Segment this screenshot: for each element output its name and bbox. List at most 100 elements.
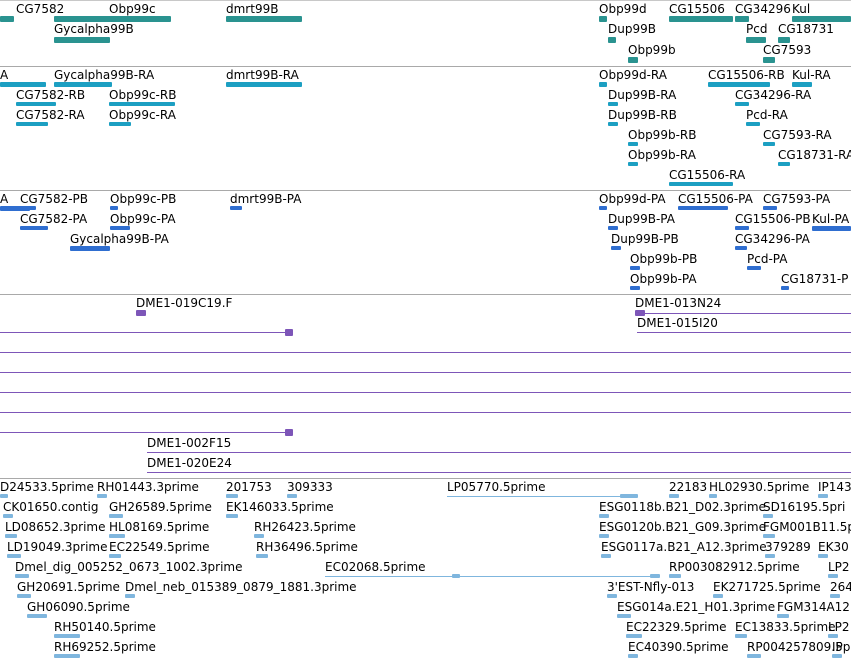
est-feature[interactable] [818, 494, 828, 498]
protein-feature[interactable] [747, 266, 761, 270]
est-label[interactable]: FGM001B11.5p [763, 520, 851, 534]
transcript-label[interactable]: CG15506-RB [708, 68, 785, 82]
est-feature[interactable] [125, 594, 135, 598]
transcript-feature[interactable] [599, 82, 607, 87]
est-feature[interactable] [27, 614, 47, 618]
est-feature[interactable] [325, 576, 660, 577]
est-label[interactable]: ESG0117a.B21_A12.3prime [601, 540, 767, 554]
gene-label[interactable]: Gycalpha99B [54, 22, 134, 36]
protein-feature[interactable] [608, 226, 618, 230]
est-label[interactable]: Dmel_dig_005252_0673_1002.3prime [15, 560, 243, 574]
est-label[interactable]: 264 [830, 580, 851, 594]
transcript-feature[interactable] [608, 102, 618, 106]
gene-feature[interactable] [608, 37, 616, 43]
transcript-label[interactable]: CG15506-RA [669, 168, 746, 182]
transcript-label[interactable]: Obp99b-RA [628, 148, 696, 162]
est-label[interactable]: 22183 [669, 480, 708, 494]
transcript-label[interactable]: Dup99B-RB [608, 108, 677, 122]
protein-label[interactable]: A [0, 192, 9, 206]
est-feature[interactable] [713, 594, 723, 598]
est-feature[interactable] [620, 494, 638, 498]
est-label[interactable]: GH26589.5prime [109, 500, 212, 514]
gene-feature[interactable] [54, 37, 110, 43]
protein-label[interactable]: Pcd-PA [747, 252, 788, 266]
transcript-label[interactable]: Dup99B-RA [608, 88, 677, 102]
transcript-feature[interactable] [735, 102, 749, 106]
gene-label[interactable]: Obp99d [599, 2, 647, 16]
est-feature[interactable] [447, 496, 637, 497]
est-feature[interactable] [617, 614, 631, 618]
est-label[interactable]: LP2 [828, 560, 850, 574]
est-label[interactable]: ESG0118b.B21_D02.3prime [599, 500, 766, 514]
protein-feature[interactable] [630, 266, 640, 270]
est-label[interactable]: RP004257809.5p [747, 640, 851, 654]
protein-label[interactable]: Obp99b-PB [630, 252, 698, 266]
est-label[interactable]: EC02068.5prime [325, 560, 426, 574]
est-label[interactable]: ESG0120b.B21_G09.3prime [599, 520, 766, 534]
clone-label[interactable]: DME1-015I20 [637, 316, 718, 330]
est-feature[interactable] [226, 514, 238, 518]
transcript-feature[interactable] [746, 122, 760, 126]
est-feature[interactable] [765, 554, 775, 558]
clone-feature[interactable] [637, 313, 851, 314]
clone-feature[interactable] [285, 329, 293, 336]
est-feature[interactable] [97, 494, 107, 498]
clone-feature[interactable] [0, 412, 851, 413]
transcript-label[interactable]: Obp99d-RA [599, 68, 667, 82]
est-label[interactable]: D24533.5prime [0, 480, 94, 494]
est-label[interactable]: RH69252.5prime [54, 640, 156, 654]
clone-feature[interactable] [136, 310, 146, 316]
est-feature[interactable] [5, 534, 17, 538]
est-feature[interactable] [828, 634, 838, 638]
protein-label[interactable]: CG34296-PA [735, 232, 810, 246]
est-feature[interactable] [0, 494, 8, 498]
est-feature[interactable] [763, 514, 773, 518]
est-label[interactable]: GH20691.5prime [17, 580, 120, 594]
est-feature[interactable] [709, 494, 717, 498]
protein-feature[interactable] [812, 226, 851, 231]
gene-label[interactable]: CG18731 [778, 22, 834, 36]
protein-label[interactable]: CG7593-PA [763, 192, 831, 206]
est-feature[interactable] [109, 554, 121, 558]
transcript-feature[interactable] [669, 182, 733, 186]
est-label[interactable]: 309333 [287, 480, 333, 494]
transcript-label[interactable]: CG18731-RA [778, 148, 851, 162]
gene-feature[interactable] [792, 16, 851, 22]
est-label[interactable]: IP143 [818, 480, 851, 494]
gene-feature[interactable] [628, 57, 638, 63]
protein-label[interactable]: CG7582-PB [20, 192, 89, 206]
protein-label[interactable]: Dup99B-PA [608, 212, 675, 226]
est-label[interactable]: CK01650.contig [3, 500, 99, 514]
est-feature[interactable] [15, 574, 29, 578]
gene-label[interactable]: dmrt99B [226, 2, 279, 16]
est-feature[interactable] [109, 514, 123, 518]
protein-label[interactable]: CG15506-PB [735, 212, 811, 226]
est-label[interactable]: 3'EST-Nfly-013 [607, 580, 695, 594]
protein-feature[interactable] [763, 206, 777, 210]
est-feature[interactable] [7, 554, 21, 558]
transcript-feature[interactable] [16, 102, 56, 106]
clone-feature[interactable] [147, 452, 851, 453]
protein-label[interactable]: Dup99B-PB [611, 232, 679, 246]
est-label[interactable]: EC13833.5prime [735, 620, 836, 634]
est-feature[interactable] [287, 494, 297, 498]
gene-label[interactable]: Obp99b [628, 43, 676, 57]
protein-label[interactable]: Gycalpha99B-PA [70, 232, 169, 246]
gene-feature[interactable] [669, 16, 733, 22]
est-label[interactable]: EC40390.5prime [628, 640, 729, 654]
protein-feature[interactable] [599, 206, 607, 210]
est-label[interactable]: SD16195.5pri [763, 500, 846, 514]
est-label[interactable]: LP05770.5prime [447, 480, 546, 494]
protein-feature[interactable] [230, 206, 242, 210]
gene-feature[interactable] [778, 37, 790, 43]
protein-label[interactable]: dmrt99B-PA [230, 192, 302, 206]
gene-feature[interactable] [735, 16, 749, 22]
est-label[interactable]: Dmel_neb_015389_0879_1881.3prime [125, 580, 357, 594]
est-label[interactable]: RH26423.5prime [254, 520, 356, 534]
clone-label[interactable]: DME1-020E24 [147, 456, 232, 470]
est-label[interactable]: LD19049.3prime [7, 540, 108, 554]
est-feature[interactable] [17, 594, 31, 598]
est-label[interactable]: 201753 [226, 480, 272, 494]
transcript-label[interactable]: CG7582-RB [16, 88, 86, 102]
clone-feature[interactable] [147, 472, 851, 473]
